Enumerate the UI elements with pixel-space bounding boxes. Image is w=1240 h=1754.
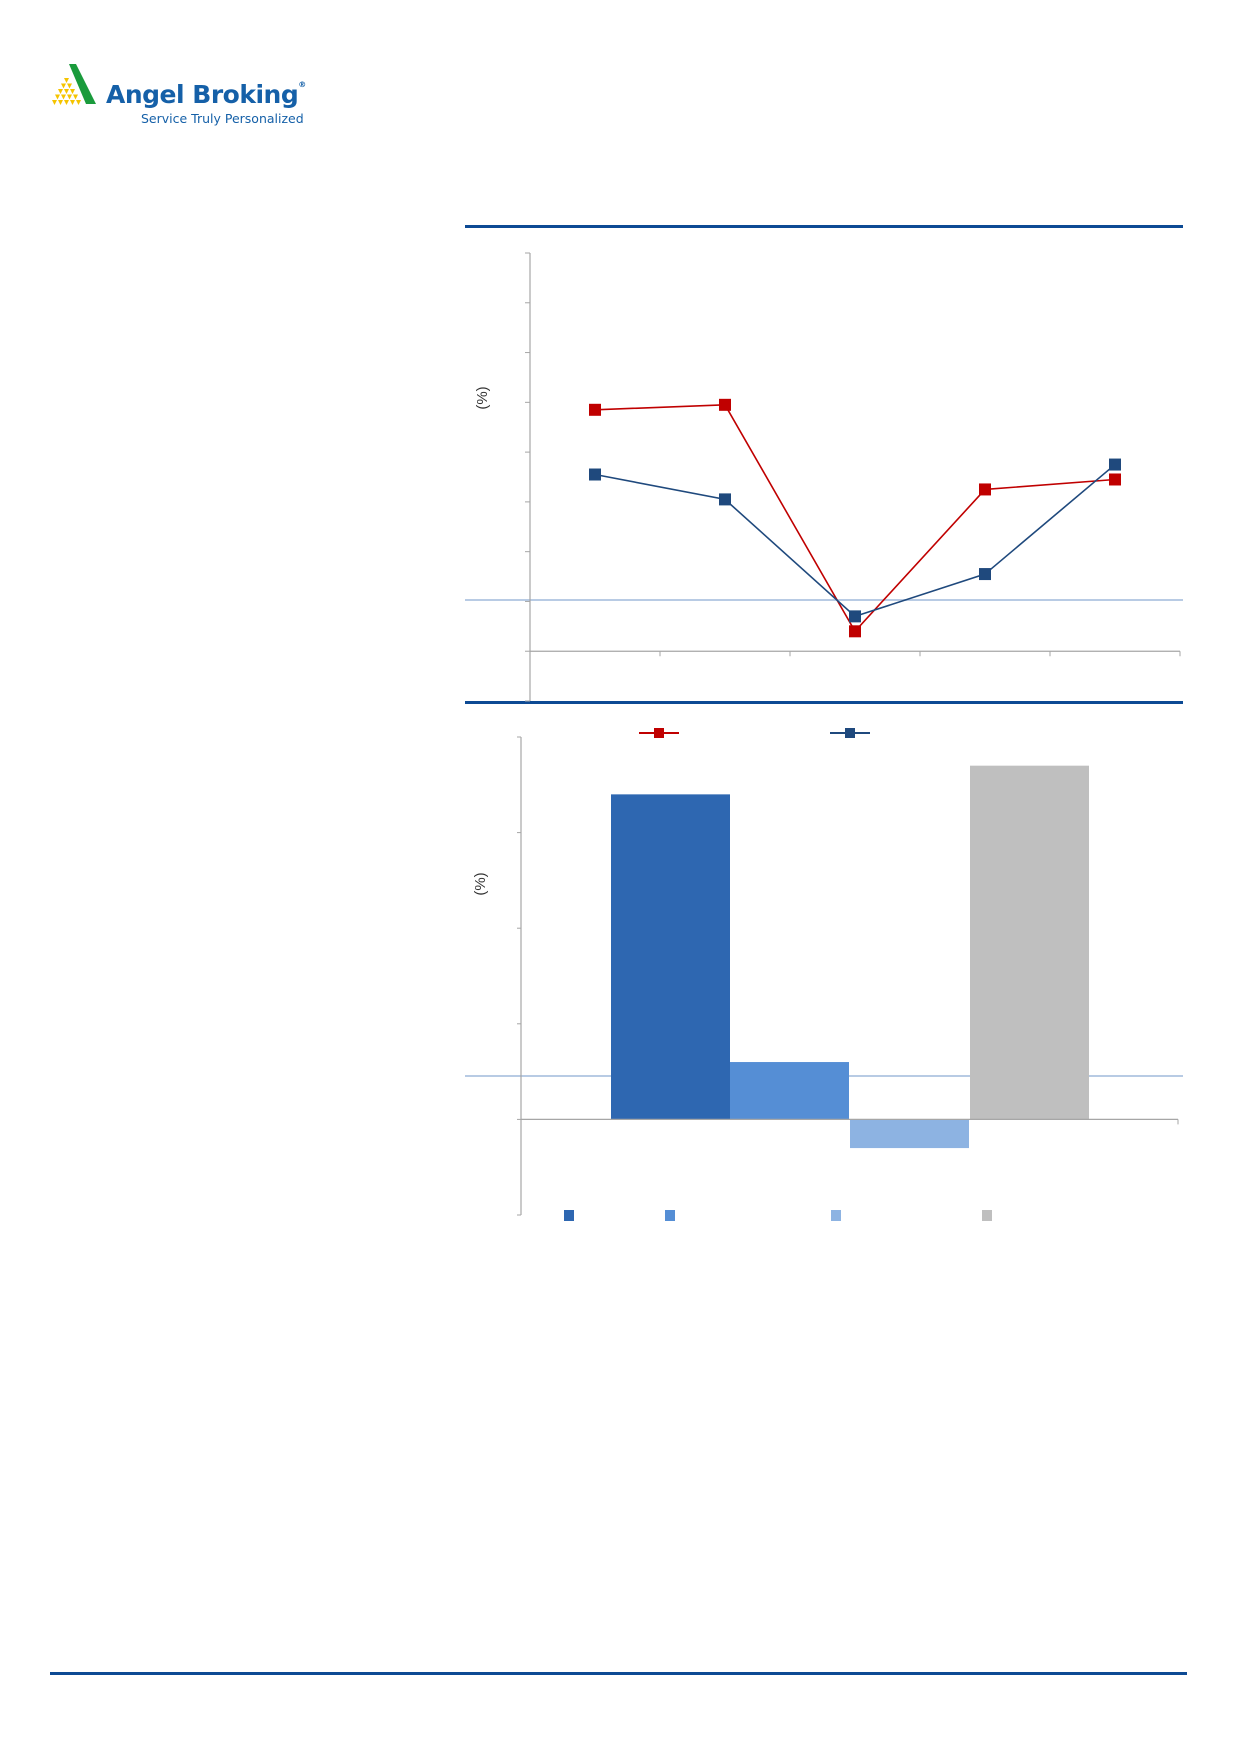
logo-triangle <box>67 94 72 100</box>
logo-triangle <box>64 100 69 105</box>
series-marker-0 <box>719 398 731 411</box>
logo-triangle <box>55 94 60 100</box>
bar-2 <box>850 1119 969 1149</box>
series-marker-1 <box>719 493 731 506</box>
bar-3 <box>970 765 1089 1120</box>
series-marker-1 <box>849 610 861 623</box>
series-marker-0 <box>1109 473 1121 486</box>
logo-triangle <box>58 89 63 94</box>
line-chart-y-label: (%) <box>474 386 491 409</box>
logo-triangle <box>61 94 66 100</box>
series-marker-1 <box>589 468 601 481</box>
logo-triangle <box>61 83 66 89</box>
logo-triangle <box>70 100 75 105</box>
series-line-1 <box>594 463 1116 618</box>
brand-tagline: Service Truly Personalized <box>141 111 304 126</box>
legend-marker-1 <box>845 728 855 738</box>
angel-broking-logo <box>52 64 96 105</box>
logo-triangle <box>73 94 78 100</box>
bar-1 <box>730 1062 849 1120</box>
logo-triangle <box>67 83 72 89</box>
legend-swatch-1 <box>665 1210 675 1221</box>
legend-swatch-0 <box>564 1210 574 1221</box>
series-line-0 <box>594 404 1116 633</box>
legend-marker-0 <box>654 728 664 738</box>
logo-triangle <box>76 100 81 105</box>
series-marker-1 <box>1109 458 1121 471</box>
logo-triangle <box>58 100 63 105</box>
legend-swatch-3 <box>982 1210 992 1221</box>
brand-name: Angel Broking® <box>106 80 306 109</box>
registered-mark: ® <box>298 80 306 89</box>
chart2-top-rule <box>465 701 1183 704</box>
logo-triangle <box>70 89 75 94</box>
series-marker-0 <box>979 483 991 496</box>
chart1-bottom-rule <box>465 599 1183 601</box>
bar-0 <box>611 794 730 1120</box>
series-marker-1 <box>979 568 991 581</box>
logo-triangle <box>64 78 69 83</box>
series-marker-0 <box>849 625 861 638</box>
brand-text: Angel Broking <box>106 80 299 109</box>
logo-triangle <box>52 100 57 105</box>
bar-chart-y-label: (%) <box>472 872 489 895</box>
legend-swatch-2 <box>831 1210 841 1221</box>
footer-rule <box>50 1672 1187 1675</box>
chart1-top-rule <box>465 225 1183 228</box>
logo-triangle <box>64 89 69 94</box>
bar-chart: (%) <box>472 736 1179 1221</box>
line-chart: (%) <box>474 252 1181 738</box>
series-marker-0 <box>589 403 601 416</box>
